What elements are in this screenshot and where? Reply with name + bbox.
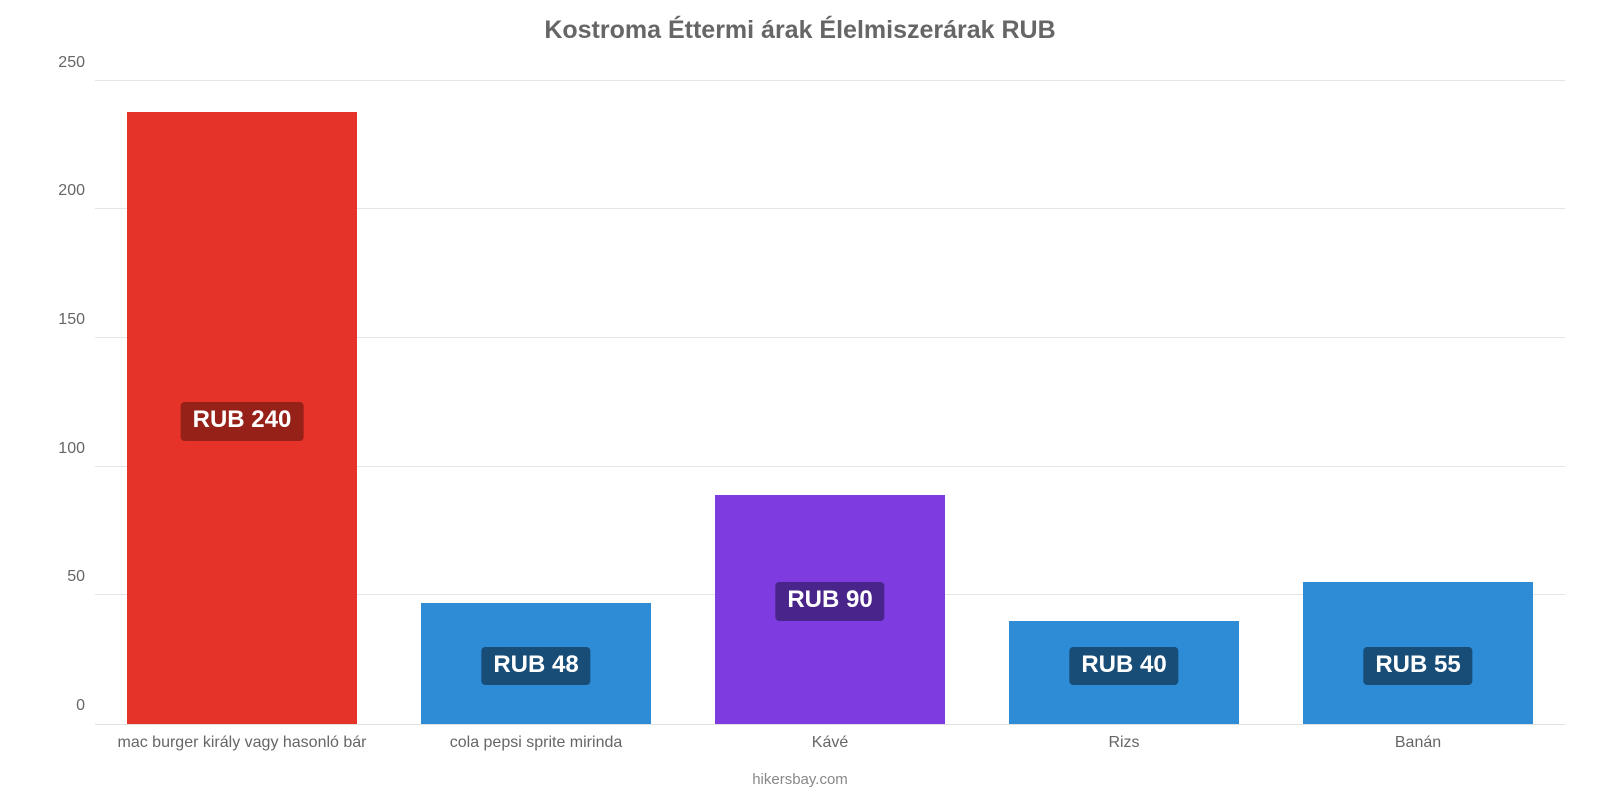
- x-tick-label: Kávé: [812, 724, 848, 752]
- value-badge: RUB 90: [775, 582, 884, 620]
- x-tick-label: Rizs: [1108, 724, 1139, 752]
- x-tick-label: Banán: [1395, 724, 1441, 752]
- y-tick-label: 200: [35, 182, 95, 200]
- y-tick-label: 250: [35, 54, 95, 72]
- y-tick-label: 50: [35, 568, 95, 586]
- chart-title: Kostroma Éttermi árak Élelmiszerárak RUB: [0, 16, 1600, 45]
- value-badge: RUB 48: [481, 647, 590, 685]
- bar-chart: Kostroma Éttermi árak Élelmiszerárak RUB…: [0, 0, 1600, 800]
- y-tick-label: 150: [35, 311, 95, 329]
- y-tick-label: 100: [35, 440, 95, 458]
- y-tick-label: 0: [35, 697, 95, 715]
- attribution-text: hikersbay.com: [0, 771, 1600, 788]
- value-badge: RUB 40: [1069, 647, 1178, 685]
- value-badge: RUB 55: [1363, 647, 1472, 685]
- plot-area: 050100150200250RUB 240mac burger király …: [95, 55, 1565, 725]
- value-badge: RUB 240: [181, 402, 304, 440]
- x-tick-label: cola pepsi sprite mirinda: [450, 724, 623, 752]
- x-tick-label: mac burger király vagy hasonló bár: [117, 724, 366, 752]
- gridline: [95, 80, 1565, 81]
